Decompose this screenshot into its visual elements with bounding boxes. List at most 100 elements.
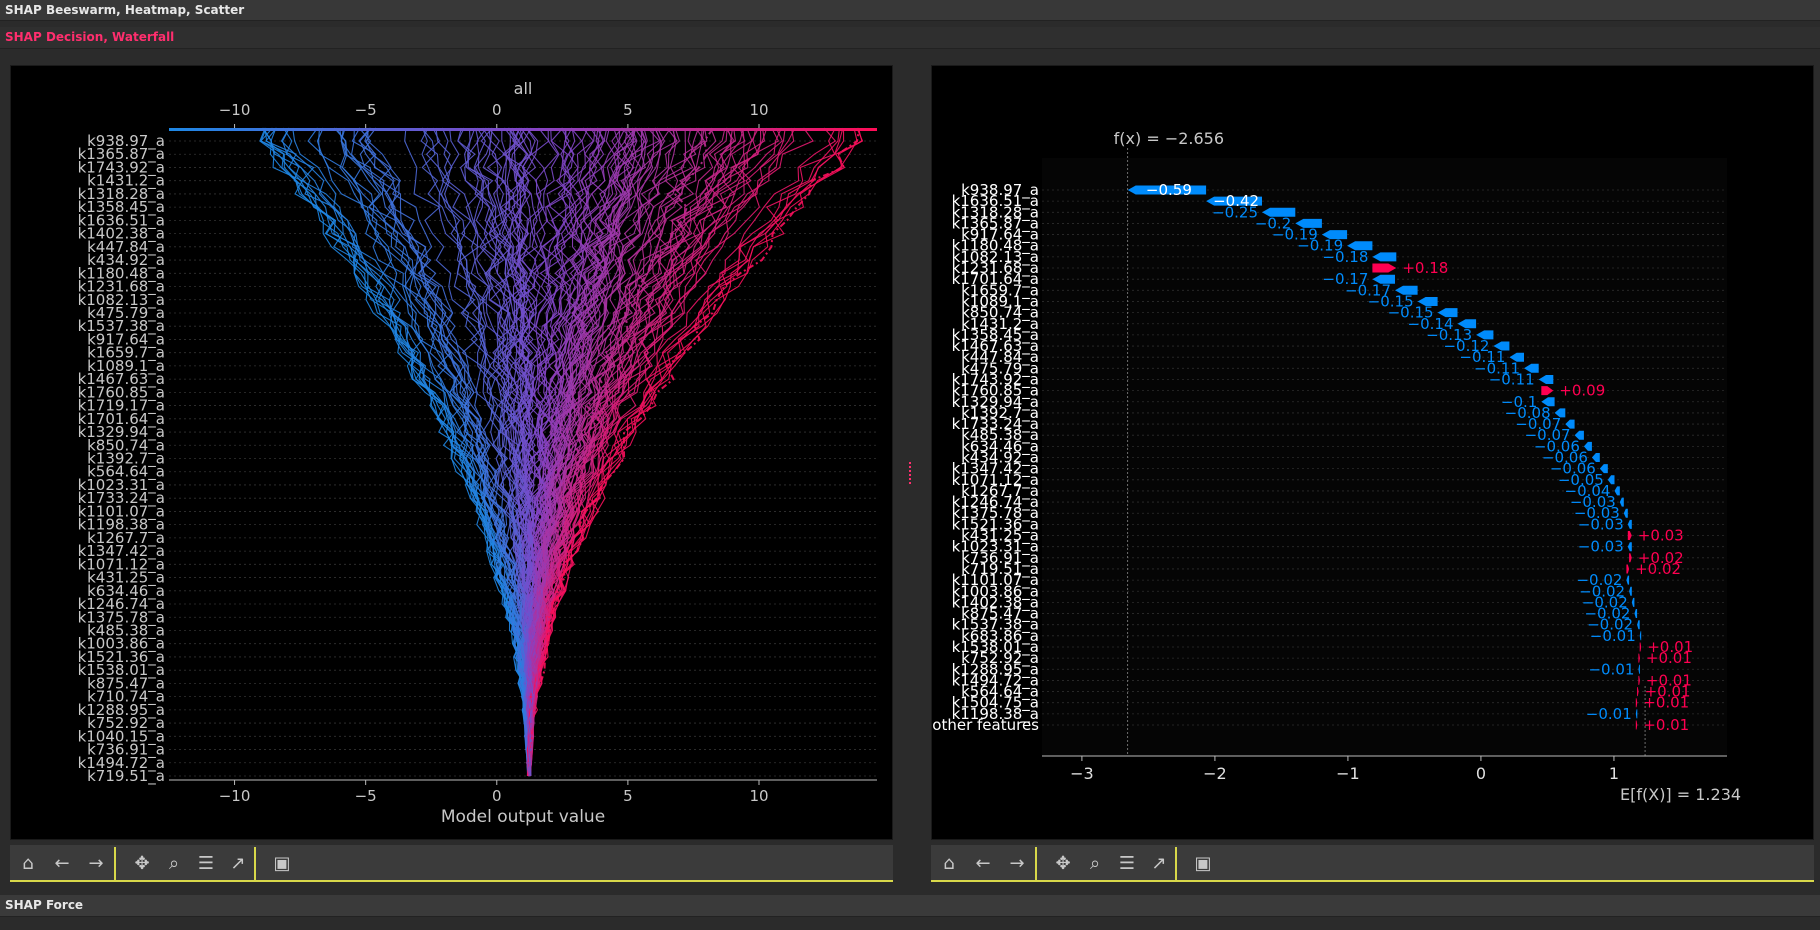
decision-plot: −10 −10 −5 −5 0 0 5 5 10 10 all Model output value k… [78,79,877,827]
save-button-right[interactable]: ▣ [1189,849,1217,877]
waterfall-feature-label: k1365.87_a [952,214,1039,233]
waterfall-feature-label: k434.92_a [961,449,1039,468]
decision-line [340,127,531,777]
waterfall-value-label: −0.17 [1322,270,1368,288]
waterfall-value-label: +0.02 [1638,549,1684,567]
waterfall-bar [1372,274,1395,284]
decision-feature-label: k1329.94_a [78,423,165,442]
waterfall-value-label: −0.19 [1272,226,1318,244]
back-button-left[interactable]: ← [48,849,76,877]
arrow-left-icon: ← [54,852,70,874]
pan-button-right[interactable]: ✥ [1049,849,1077,877]
waterfall-bar [1635,709,1638,719]
waterfall-value-label: −0.2 [1255,214,1291,232]
waterfall-bar [1626,575,1630,585]
waterfall-bar [1574,430,1584,440]
waterfall-value-label: +0.18 [1402,259,1448,277]
waterfall-bar [1607,475,1615,485]
waterfall-bar [1614,486,1620,496]
edit-curves-button-left[interactable]: ↗ [224,849,252,877]
decision-feature-label: k634.46_a [87,582,165,601]
section-header-force[interactable]: SHAP Force [0,895,1820,917]
decision-x-tick-label-top: −5 [355,101,377,119]
decision-line [292,127,531,777]
waterfall-feature-label: k1431.2_a [961,315,1039,334]
decision-line [259,127,532,777]
waterfall-bar [1623,508,1628,518]
decision-x-tick-label-top: 5 [623,101,633,119]
decision-line [527,127,782,777]
waterfall-value-label: −0.11 [1474,359,1520,377]
waterfall-value-label: −0.14 [1408,315,1454,333]
save-icon: ▣ [1194,852,1212,874]
move-icon: ✥ [134,852,150,874]
waterfall-bar [1127,185,1207,195]
waterfall-bar [1347,241,1373,251]
waterfall-bar [1554,408,1566,418]
waterfall-value-label: −0.15 [1368,292,1414,310]
waterfall-plot-panel[interactable]: −3 −2 −1 0 1 f(x) = −2.656 E[f(X)] = 1.234 −0.5… [931,65,1814,840]
decision-feature-label: k431.25_a [87,569,165,588]
waterfall-value-label: −0.06 [1534,437,1580,455]
waterfall-value-label: −0.03 [1574,504,1620,522]
waterfall-bar [1635,720,1638,730]
waterfall-bar [1639,631,1642,641]
decision-line [358,127,531,777]
waterfall-bar [1395,285,1418,295]
decision-x-tick-label-top: 0 [492,101,502,119]
waterfall-bar [1627,531,1632,540]
home-button-right[interactable]: ⌂ [935,849,963,877]
waterfall-feature-label: k1538.01_a [952,638,1039,657]
forward-button-left[interactable]: → [82,849,110,877]
waterfall-value-label: +0.01 [1645,683,1691,701]
waterfall-value-label: +0.01 [1646,671,1692,689]
waterfall-value-label: −0.01 [1588,660,1634,678]
waterfall-feature-label: k1329.94_a [952,393,1039,412]
waterfall-feature-label: k1023.31_a [952,538,1039,557]
waterfall-feature-label: k1082.13_a [952,248,1039,267]
forward-button-right[interactable]: → [1003,849,1031,877]
pan-button-left[interactable]: ✥ [128,849,156,877]
waterfall-value-label: −0.17 [1345,281,1391,299]
waterfall-bar [1639,642,1642,652]
decision-feature-label: k1318.28_a [78,185,165,204]
decision-feature-label: k917.64_a [87,330,165,349]
waterfall-bar [1627,542,1632,552]
move-icon: ✥ [1055,852,1071,874]
zoom-button-right[interactable]: ⌕ [1081,849,1109,877]
waterfall-bar [1637,620,1640,630]
decision-feature-label: k1537.38_a [78,317,165,336]
decision-line [282,127,532,777]
decision-line [504,127,534,777]
section-header-beeswarm[interactable]: SHAP Beeswarm, Heatmap, Scatter [0,0,1820,21]
decision-line [526,127,666,777]
waterfall-feature-label: k564.64_a [961,683,1039,702]
panel-splitter[interactable] [909,462,913,484]
waterfall-value-label: −0.18 [1322,248,1368,266]
waterfall-bar [1262,207,1296,217]
decision-feature-label: k1288.95_a [78,701,165,720]
configure-button-right[interactable]: ☰ [1113,849,1141,877]
back-button-right[interactable]: ← [969,849,997,877]
decision-feature-label: k1719.17_a [78,397,165,416]
decision-feature-label: k447.84_a [87,238,165,257]
waterfall-bar [1634,609,1638,618]
waterfall-value-label: −0.02 [1582,593,1628,611]
waterfall-value-label: −0.25 [1212,203,1258,221]
decision-feature-label: k1431.2_a [87,172,165,191]
save-button-left[interactable]: ▣ [268,849,296,877]
decision-feature-label: k719.51_a [87,767,165,786]
waterfall-bar [1638,664,1640,674]
configure-button-left[interactable]: ☰ [192,849,220,877]
section-header-decision[interactable]: SHAP Decision, Waterfall [0,27,1820,49]
waterfall-value-label: −0.03 [1578,538,1624,556]
waterfall-value-label: −0.02 [1584,605,1630,623]
edit-curves-button-right[interactable]: ↗ [1145,849,1173,877]
decision-feature-label: k1198.38_a [78,516,165,535]
waterfall-feature-label: k475.79_a [961,359,1039,378]
decision-plot-panel[interactable]: −10 −10 −5 −5 0 0 5 5 10 10 all Model output value k… [10,65,893,840]
zoom-button-left[interactable]: ⌕ [160,849,188,877]
home-button-left[interactable]: ⌂ [14,849,42,877]
waterfall-bar [1457,319,1477,329]
waterfall-feature-label: k1659.7_a [961,281,1039,300]
